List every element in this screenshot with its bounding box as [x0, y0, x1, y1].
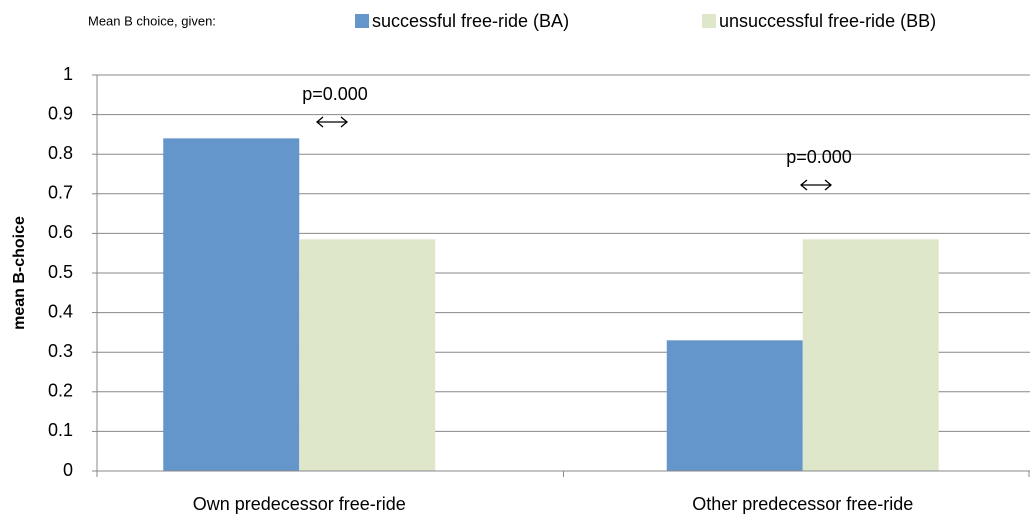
legend-title: Mean B choice, given:	[88, 13, 216, 28]
y-tick-label: 0.4	[48, 301, 73, 321]
annotation: p=0.000	[786, 147, 852, 167]
y-tick-label: 0.5	[48, 262, 73, 282]
y-axis-label: mean B-choice	[11, 216, 28, 330]
y-tick-label: 1	[63, 64, 73, 84]
bar	[666, 340, 803, 471]
y-tick-label: 0.9	[48, 103, 73, 123]
annotation: p=0.000	[302, 84, 368, 104]
y-tick-label: 0	[63, 460, 73, 480]
y-tick-label: 0.7	[48, 183, 73, 203]
y-tick-label: 0.2	[48, 381, 73, 401]
bar	[299, 239, 436, 471]
x-tick-label: Other predecessor free-ride	[692, 494, 913, 514]
y-tick-label: 0.6	[48, 222, 73, 242]
legend-swatch	[355, 14, 369, 28]
legend-label: successful free-ride (BA)	[372, 11, 569, 31]
y-tick-label: 0.1	[48, 420, 73, 440]
bar	[163, 138, 300, 472]
bar	[802, 239, 939, 471]
legend-swatch	[702, 14, 716, 28]
annotation-arrow	[799, 179, 833, 191]
y-tick-label: 0.8	[48, 143, 73, 163]
annotation-arrow	[315, 116, 349, 128]
y-tick-label: 0.3	[48, 341, 73, 361]
legend-label: unsuccessful free-ride (BB)	[719, 11, 936, 31]
x-tick-label: Own predecessor free-ride	[193, 494, 406, 514]
